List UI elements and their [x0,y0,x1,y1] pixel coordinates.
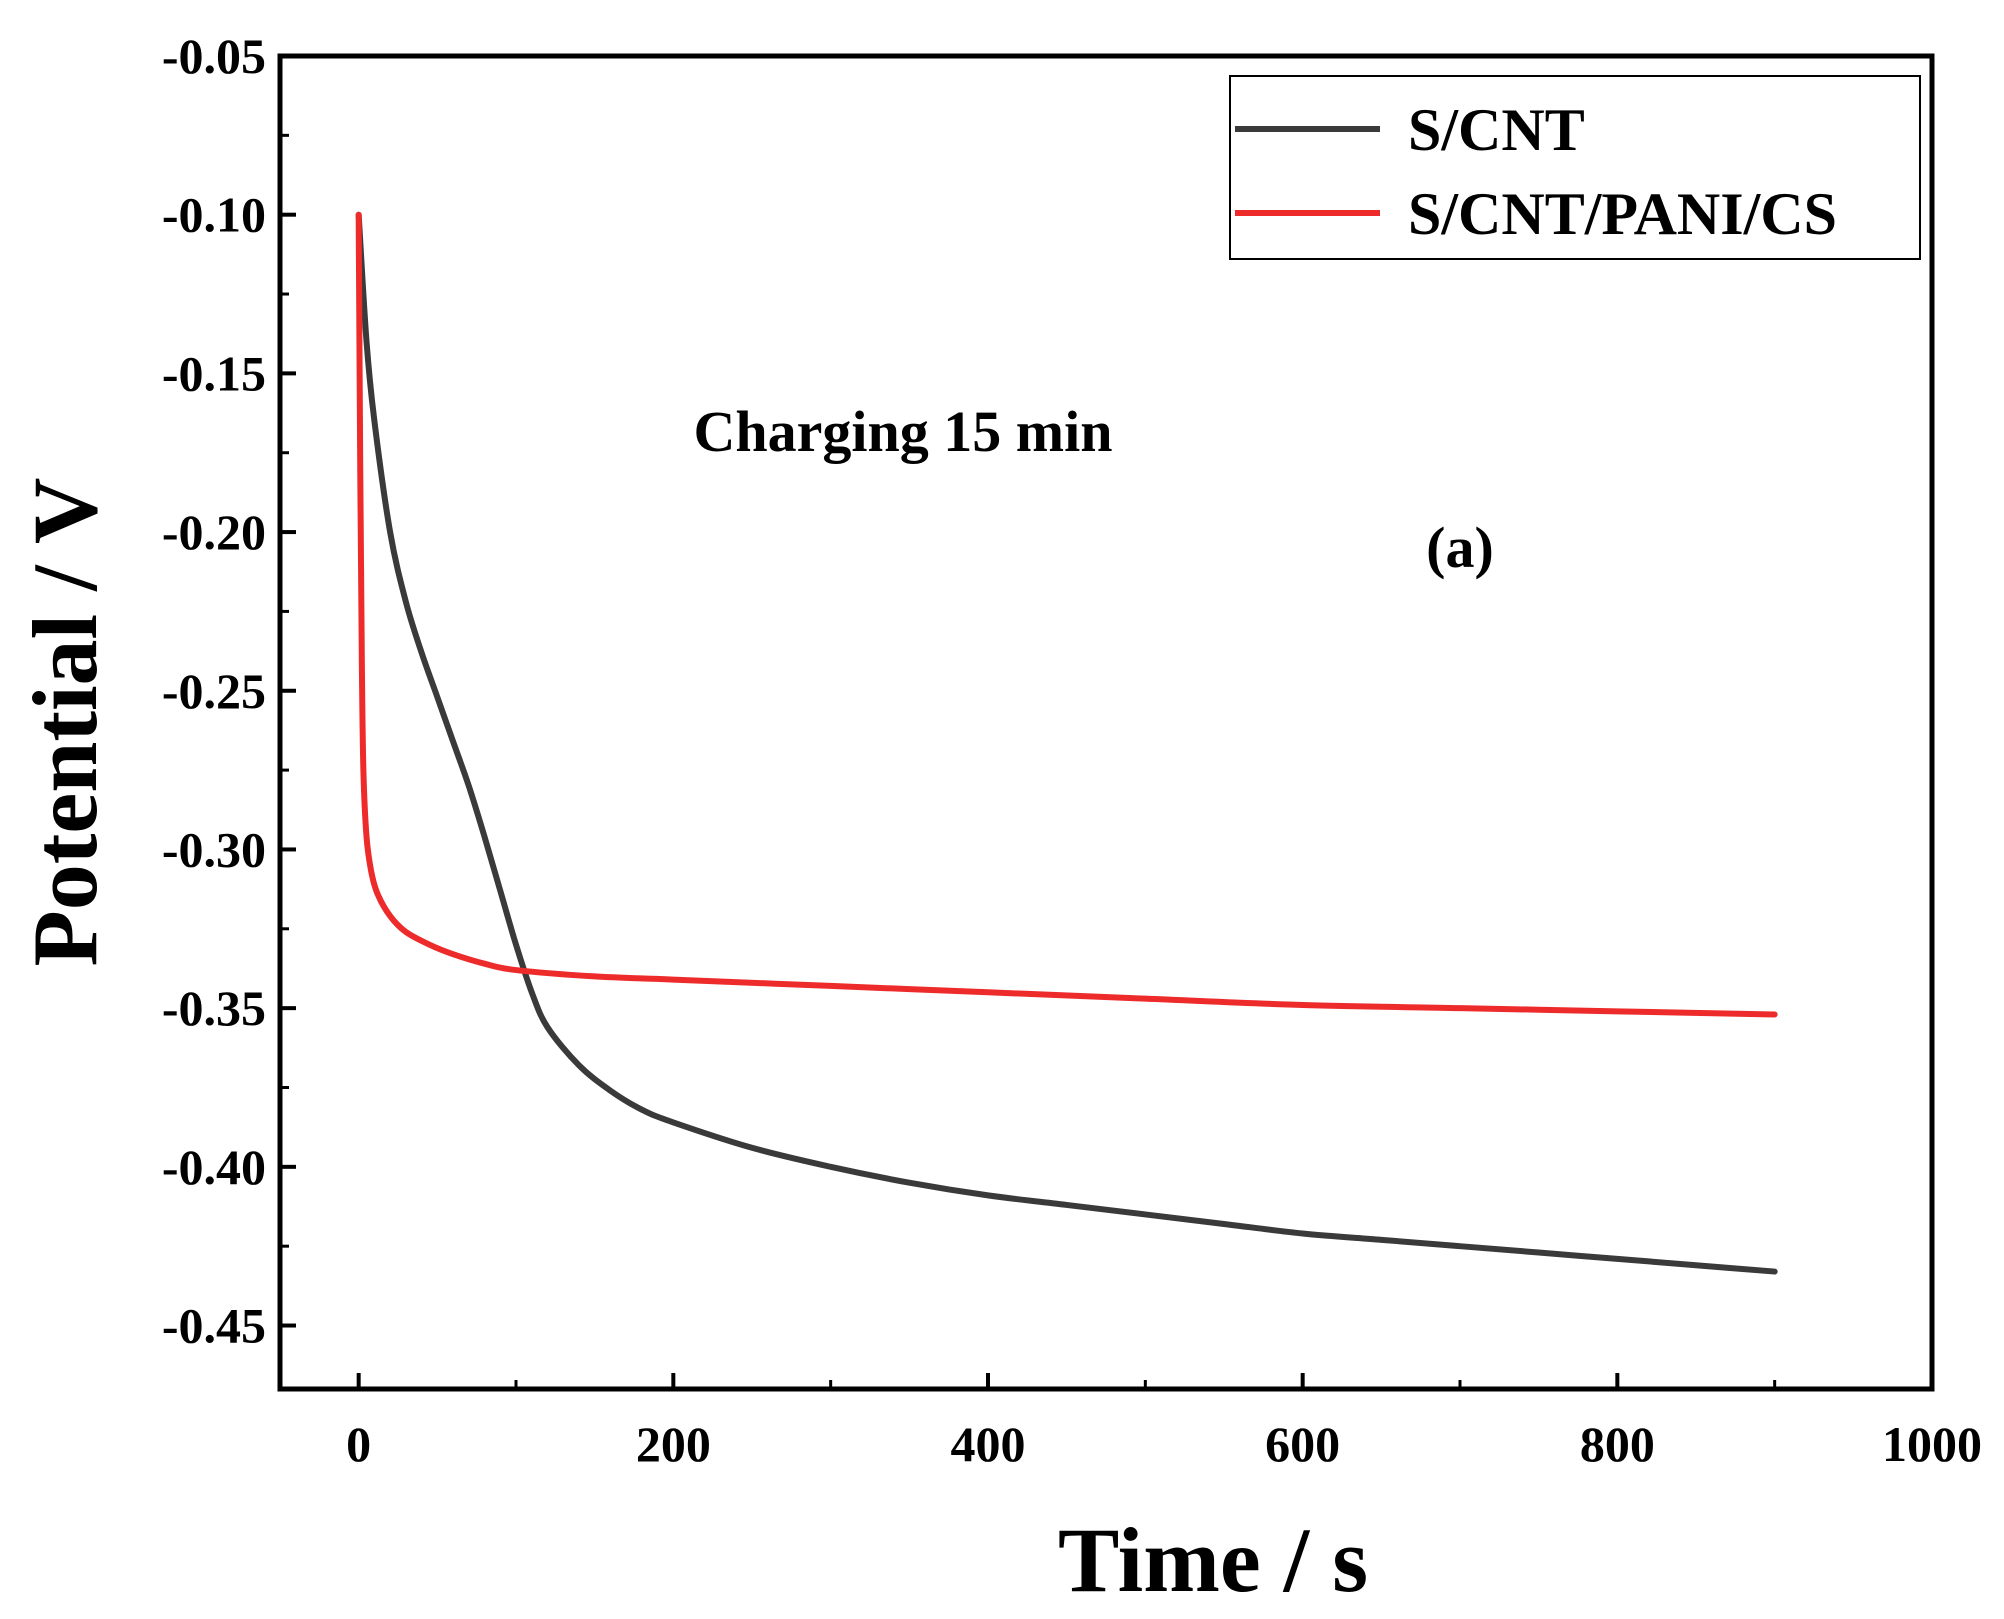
plot-area-border [277,53,1935,1392]
x-axis-title: Time / s [1058,1509,1368,1611]
x-tick-label: 600 [1265,1416,1340,1472]
y-tick-label: -0.25 [162,663,266,719]
x-axis-ticks: 0 200 400 600 800 1000 [346,1373,1982,1472]
series-line-s-cnt-pani-cs [355,211,1778,1018]
x-tick-label: 200 [636,1416,711,1472]
y-axis-title: Potential / V [14,478,116,967]
legend-label-s-cnt-pani-cs: S/CNT/PANI/CS [1408,181,1837,247]
y-tick-label: -0.10 [162,187,266,243]
y-tick-label: -0.35 [162,980,266,1036]
series-line-s-cnt [355,211,1778,1275]
series-layer [355,211,1778,1275]
y-tick-label: -0.30 [162,821,266,877]
x-tick-label: 0 [346,1416,371,1472]
y-tick-label: -0.40 [162,1139,266,1195]
y-axis-ticks: -0.05 -0.10 -0.15 -0.20 -0.25 -0.30 -0.35 -0.40… [162,28,296,1354]
y-tick-label: -0.45 [162,1298,266,1354]
x-tick-label: 400 [951,1416,1026,1472]
legend-box [1229,75,1921,260]
y-tick-label: -0.20 [162,504,266,560]
annotation-panel-label: (a) [1426,515,1494,580]
x-tick-label: 1000 [1882,1416,1982,1472]
legend: S/CNT S/CNT/PANI/CS [1229,75,1921,260]
legend-label-s-cnt: S/CNT [1408,97,1585,163]
y-tick-label: -0.15 [162,345,266,401]
plot-frame [277,53,1935,1392]
x-tick-label: 800 [1580,1416,1655,1472]
annotation-charging-time: Charging 15 min [694,399,1113,464]
y-tick-label: -0.05 [162,28,266,84]
